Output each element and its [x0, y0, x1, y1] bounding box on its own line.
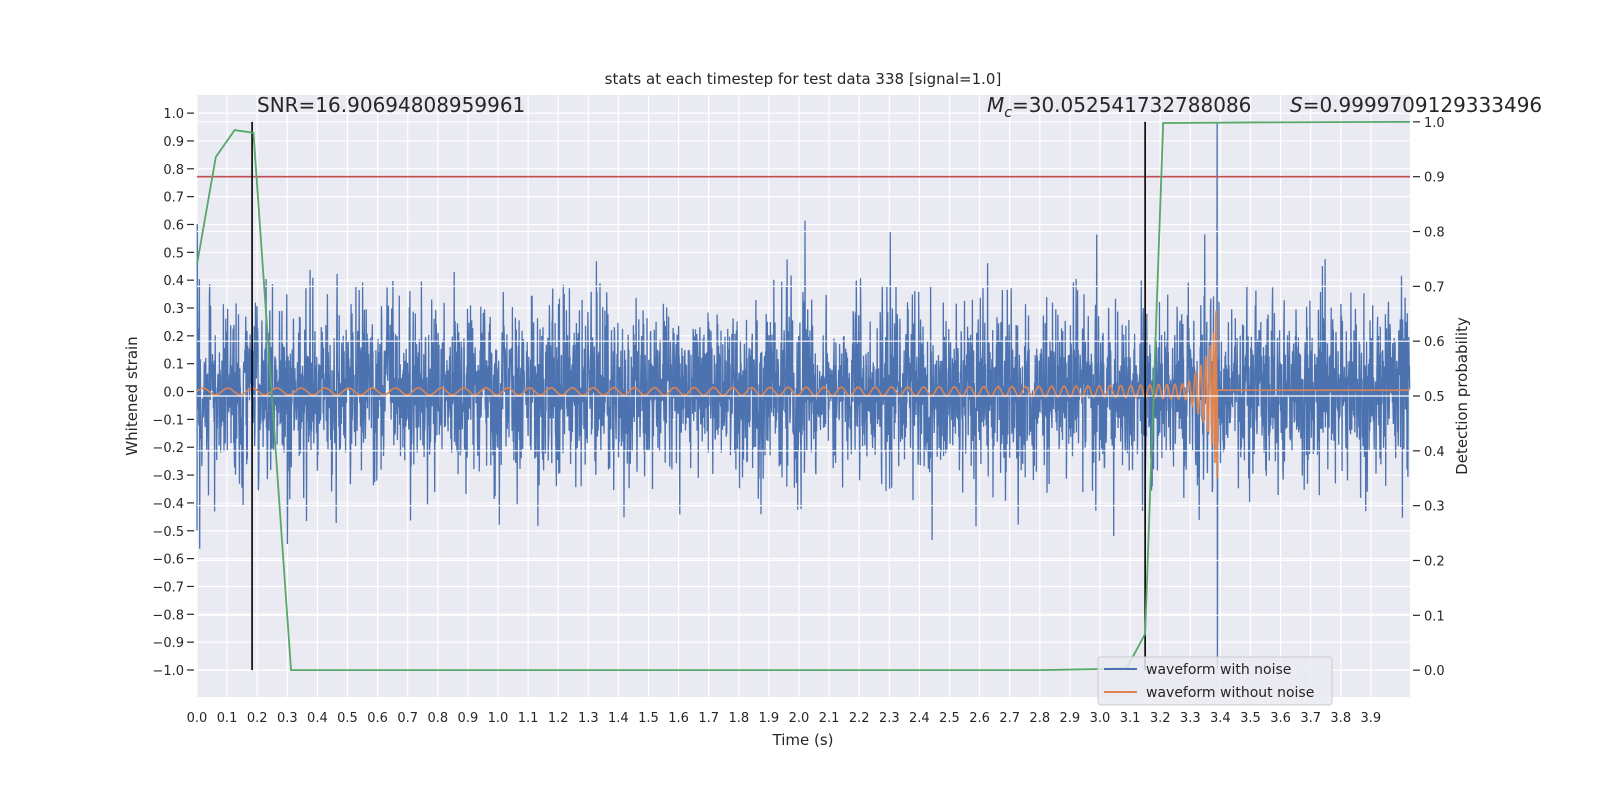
x-tick-label: 2.5 [939, 711, 960, 726]
x-tick-label: 1.5 [638, 711, 659, 726]
y2-tick-label: 0.9 [1424, 171, 1445, 186]
mc-subscript: c [1004, 105, 1012, 121]
x-tick-label: 1.3 [578, 711, 599, 726]
chirp-mass-annotation: Mc=30.052541732788086 [987, 93, 1251, 121]
x-tick-label: 3.2 [1150, 711, 1171, 726]
s-value: =0.9999709129333496 [1303, 93, 1542, 117]
x-tick-label: 1.4 [608, 711, 629, 726]
y-tick-label: −0.2 [152, 441, 184, 456]
x-tick-label: 0.7 [397, 711, 418, 726]
x-tick-label: 2.4 [909, 711, 930, 726]
x-tick-label: 0.1 [217, 711, 238, 726]
x-tick-label: 2.0 [789, 711, 810, 726]
y-tick-label: 0.0 [163, 386, 184, 401]
right-axis-series [196, 120, 1411, 672]
x-tick-label: 3.7 [1300, 711, 1321, 726]
y-tick-label: −0.6 [152, 553, 184, 568]
x-tick-label: 1.1 [518, 711, 539, 726]
s-symbol: S [1290, 93, 1303, 117]
x-tick-label: 2.6 [969, 711, 990, 726]
mc-value: =30.052541732788086 [1012, 93, 1251, 117]
axes: 0.0 0.1 0.2 0.3 0.4 0.5 0.6 0.7 0.8 0.9 1.0 1.1 1.2 1… [152, 107, 1444, 726]
x-tick-label: 3.5 [1240, 711, 1261, 726]
y-tick-label: −0.7 [152, 580, 184, 595]
x-tick-label: 0.0 [187, 711, 208, 726]
x-tick-label: 1.0 [488, 711, 509, 726]
y2-tick-label: 0.4 [1424, 445, 1445, 460]
y-tick-label: 0.5 [163, 246, 184, 261]
x-tick-label: 3.3 [1180, 711, 1201, 726]
x-tick-label: 3.6 [1270, 711, 1291, 726]
detection-probability-line [196, 120, 1411, 672]
x-tick-label: 3.1 [1120, 711, 1141, 726]
y2-tick-label: 0.1 [1424, 609, 1445, 624]
x-tick-label: 0.6 [367, 711, 388, 726]
y-tick-label: −1.0 [152, 664, 184, 679]
x-tick-label: 1.8 [728, 711, 749, 726]
snr-annotation: SNR=16.90694808959961 [257, 93, 525, 117]
x-tick-label: 0.5 [337, 711, 358, 726]
y-tick-label: 0.7 [163, 191, 184, 206]
legend-label-clean: waveform without noise [1146, 685, 1314, 701]
y-tick-label: 0.6 [163, 218, 184, 233]
x-tick-label: 0.8 [427, 711, 448, 726]
y2-tick-label: 0.7 [1424, 280, 1445, 295]
y2-tick-label: 0.0 [1424, 664, 1445, 679]
y-tick-label: 0.1 [163, 358, 184, 373]
x-tick-label: 3.0 [1090, 711, 1111, 726]
y-tick-label: 0.8 [163, 163, 184, 178]
y-tick-label: −0.4 [152, 497, 184, 512]
y2-tick-label: 0.5 [1424, 390, 1445, 405]
x-tick-label: 3.8 [1330, 711, 1351, 726]
x-tick-label: 0.3 [277, 711, 298, 726]
y-tick-label: −0.5 [152, 525, 184, 540]
x-tick-label: 2.7 [999, 711, 1020, 726]
y-tick-label: −0.8 [152, 608, 184, 623]
x-tick-label: 0.9 [458, 711, 479, 726]
y-tick-label: 0.3 [163, 302, 184, 317]
y2-tick-label: 0.3 [1424, 500, 1445, 515]
waveform-without-noise-line [196, 310, 1410, 479]
x-tick-label: 2.3 [879, 711, 900, 726]
y-tick-label: 0.9 [163, 135, 184, 150]
legend-box [1097, 656, 1333, 706]
x-tick-label: 2.9 [1060, 711, 1081, 726]
y-tick-label: −0.3 [152, 469, 184, 484]
x-tick-label: 1.2 [548, 711, 569, 726]
score-annotation: S=0.9999709129333496 [1290, 93, 1542, 117]
y-axis-label: Whitened strain [123, 336, 141, 455]
x-tick-label: 2.1 [819, 711, 840, 726]
x-tick-label: 0.4 [307, 711, 328, 726]
y-tick-label: 1.0 [163, 107, 184, 122]
x-tick-label: 1.6 [668, 711, 689, 726]
y-tick-label: −0.9 [152, 636, 184, 651]
mc-symbol: M [987, 93, 1004, 117]
x-tick-label: 2.2 [849, 711, 870, 726]
legend: waveform with noise waveform without noi… [1097, 656, 1333, 706]
legend-label-noise: waveform with noise [1146, 662, 1291, 678]
y2-tick-label: 0.2 [1424, 554, 1445, 569]
y2-tick-label: 1.0 [1424, 116, 1445, 131]
x-axis-label: Time (s) [772, 731, 834, 749]
y-tick-label: 0.4 [163, 274, 184, 289]
x-tick-label: 3.9 [1361, 711, 1382, 726]
x-tick-label: 1.7 [698, 711, 719, 726]
x-tick-label: 1.9 [759, 711, 780, 726]
y2-tick-label: 0.8 [1424, 226, 1445, 241]
x-tick-label: 3.4 [1210, 711, 1231, 726]
y2-tick-label: 0.6 [1424, 335, 1445, 350]
x-tick-label: 0.2 [247, 711, 268, 726]
chart-title: stats at each timestep for test data 338… [605, 70, 1002, 88]
y-tick-label: −0.1 [152, 413, 184, 428]
y-tick-label: 0.2 [163, 330, 184, 345]
y2-axis-label: Detection probability [1453, 317, 1471, 475]
x-tick-label: 2.8 [1029, 711, 1050, 726]
